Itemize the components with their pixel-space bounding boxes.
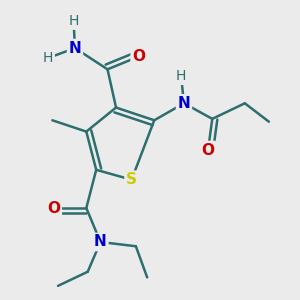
Text: O: O [132, 49, 145, 64]
Text: N: N [69, 40, 81, 56]
Text: O: O [47, 200, 60, 215]
Text: N: N [178, 96, 190, 111]
Text: S: S [126, 172, 137, 187]
Text: O: O [202, 142, 214, 158]
Text: N: N [94, 235, 107, 250]
Text: H: H [68, 14, 79, 28]
Text: H: H [43, 51, 53, 65]
Text: H: H [176, 69, 186, 83]
